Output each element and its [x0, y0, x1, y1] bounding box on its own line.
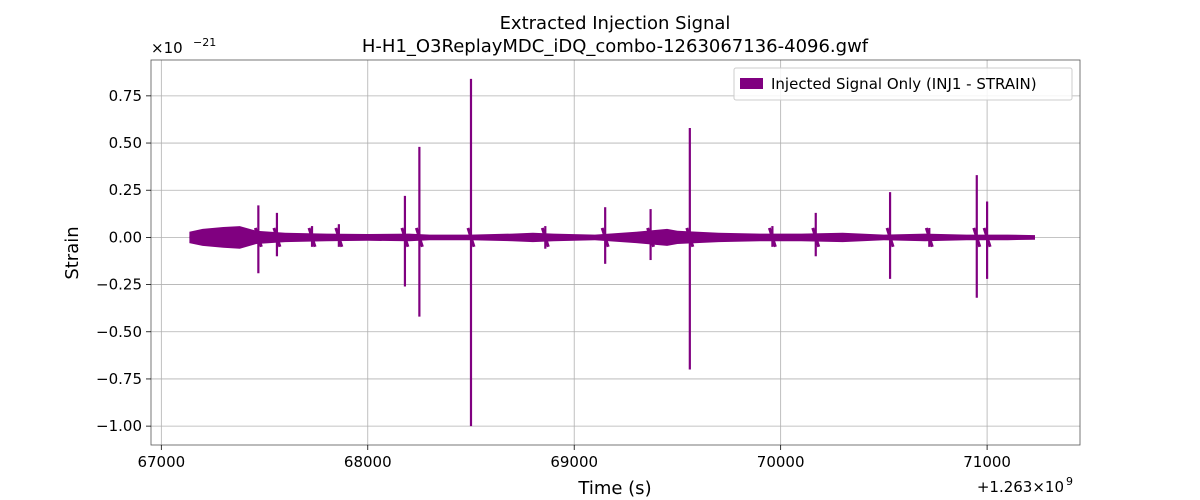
plot-area	[150, 59, 1081, 446]
signal-spike-base	[811, 227, 821, 248]
y-scale-base: ×10	[151, 39, 183, 57]
x-tick-label: 67000	[137, 453, 185, 471]
y-tick-label: 0.25	[109, 181, 142, 199]
series-layer	[189, 78, 1035, 427]
y-tick-label: 0.75	[109, 87, 142, 105]
signal-spike-base	[466, 227, 476, 248]
y-axis-ticks: 0.75 0.50 0.25 0.00 −0.25 −0.50 −0.75 −1.00	[96, 87, 151, 435]
signal-spike-base	[600, 227, 610, 248]
x-tick-label: 70000	[757, 453, 805, 471]
legend-box	[733, 67, 1073, 101]
y-scale-multiplier: ×10 −21	[151, 36, 216, 57]
signal-spike-base	[272, 227, 282, 248]
signal-spike-base	[307, 227, 317, 248]
y-tick-label: −0.75	[96, 370, 142, 388]
x-axis-label: Time (s)	[577, 478, 651, 499]
signal-spike-base	[253, 227, 263, 248]
y-tick-label: −0.50	[96, 323, 142, 341]
signal-spike-base	[646, 227, 656, 248]
legend: Injected Signal Only (INJ1 - STRAIN)	[733, 67, 1073, 101]
signal-spike-base	[885, 227, 895, 248]
signal-spike-base	[685, 227, 695, 248]
x-offset-label: +1.263×10 9	[977, 475, 1073, 496]
legend-swatch	[740, 78, 763, 89]
x-offset-exponent: 9	[1066, 475, 1073, 488]
y-tick-label: −0.25	[96, 276, 142, 294]
y-axis-label: Strain	[62, 226, 83, 279]
signal-spike-base	[414, 227, 424, 248]
x-axis-ticks: 67000 68000 69000 70000 71000	[137, 445, 1011, 471]
chart-subtitle: H-H1_O3ReplayMDC_iDQ_combo-1263067136-40…	[362, 36, 869, 57]
x-offset-base: +1.263×10	[977, 478, 1064, 496]
y-scale-exponent: −21	[193, 36, 216, 49]
x-tick-label: 68000	[344, 453, 392, 471]
y-tick-label: 0.50	[109, 134, 142, 152]
signal-spike-base	[400, 227, 410, 248]
chart-title: Extracted Injection Signal	[500, 13, 731, 34]
y-tick-label: 0.00	[109, 228, 142, 246]
y-tick-label: −1.00	[96, 417, 142, 435]
signal-spike-base	[767, 227, 777, 248]
x-tick-label: 71000	[963, 453, 1011, 471]
axes-frame	[150, 59, 1081, 446]
signal-spike-base	[540, 227, 550, 248]
signal-spike-base	[982, 227, 992, 248]
x-tick-label: 69000	[550, 453, 598, 471]
signal-spike-base	[972, 227, 982, 248]
signal-spike-base	[334, 227, 344, 248]
signal-spike-base	[924, 227, 934, 248]
legend-label: Injected Signal Only (INJ1 - STRAIN)	[771, 75, 1037, 93]
